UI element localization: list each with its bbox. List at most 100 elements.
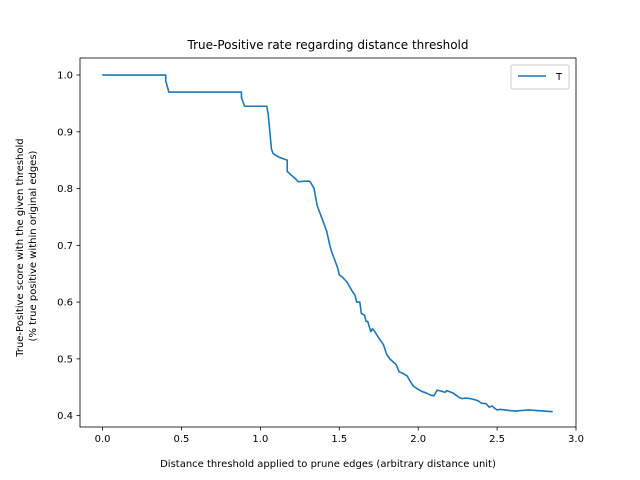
- data-point: [464, 397, 467, 399]
- data-point: [412, 385, 415, 387]
- data-point: [278, 156, 280, 158]
- data-point: [477, 400, 479, 402]
- legend: T: [510, 64, 570, 90]
- data-point: [499, 408, 501, 410]
- data-point: [370, 331, 372, 333]
- y-tick-label: 0.6: [57, 298, 73, 309]
- data-point: [392, 361, 394, 363]
- data-point: [240, 91, 243, 93]
- legend-label: T: [555, 72, 563, 83]
- data-point: [313, 187, 315, 190]
- data-point: [378, 337, 380, 339]
- data-point: [480, 402, 482, 404]
- data-point: [333, 258, 336, 261]
- data-point: [165, 80, 167, 82]
- data-point: [341, 276, 344, 278]
- data-point: [509, 409, 511, 412]
- x-tick-label: 0.0: [95, 434, 111, 445]
- x-tick-label: 1.5: [331, 434, 347, 445]
- data-point: [543, 410, 546, 412]
- data-point: [409, 380, 411, 383]
- data-point: [240, 97, 243, 99]
- data-point: [528, 409, 530, 411]
- data-point: [316, 205, 318, 207]
- data-point: [338, 274, 340, 276]
- y-tick-label: 0.8: [57, 184, 73, 195]
- data-point: [371, 328, 374, 330]
- data-point: [297, 181, 299, 183]
- data-point: [535, 409, 538, 412]
- data-point: [406, 375, 408, 377]
- data-point: [445, 390, 448, 392]
- data-point: [356, 301, 358, 303]
- data-point: [504, 409, 506, 411]
- legend-box: [510, 64, 570, 90]
- data-point: [493, 407, 495, 409]
- data-point: [286, 170, 288, 173]
- data-point: [329, 244, 331, 246]
- data-point: [326, 230, 328, 232]
- y-tick-label: 0.4: [57, 411, 73, 422]
- data-point: [303, 180, 306, 182]
- y-tick-label: 1.0: [57, 71, 73, 82]
- data-point: [168, 91, 170, 93]
- x-tick-label: 0.5: [174, 434, 190, 445]
- data-point: [520, 409, 522, 412]
- data-point: [425, 392, 427, 394]
- data-point: [294, 177, 296, 179]
- data-point: [330, 250, 332, 252]
- y-tick-label: 0.9: [57, 127, 73, 138]
- data-point: [269, 131, 271, 133]
- data-point: [496, 409, 498, 411]
- data-point: [382, 344, 385, 346]
- x-tick-label: 2.0: [410, 434, 426, 445]
- x-tick-label: 1.0: [252, 434, 268, 445]
- data-point: [289, 173, 291, 175]
- data-point: [416, 387, 418, 389]
- data-point: [398, 371, 400, 373]
- data-point: [433, 395, 435, 397]
- data-point: [272, 152, 274, 154]
- data-point: [373, 329, 375, 332]
- data-point: [441, 390, 443, 392]
- data-point: [337, 267, 339, 269]
- data-point: [165, 74, 167, 76]
- data-point: [551, 411, 553, 413]
- data-point: [354, 294, 356, 296]
- data-point: [458, 396, 460, 399]
- chart-title: True-Positive rate regarding distance th…: [187, 38, 469, 52]
- data-point: [172, 91, 175, 93]
- data-point: [401, 372, 404, 374]
- x-axis-label: Distance threshold applied to prune edge…: [160, 459, 496, 470]
- data-point: [363, 314, 366, 316]
- y-axis-label-line-2: (% true positive within original edges): [28, 150, 39, 341]
- x-tick-label: 2.5: [489, 434, 505, 445]
- data-point: [469, 398, 471, 400]
- data-point: [436, 389, 438, 391]
- data-point: [310, 182, 312, 184]
- data-point: [365, 320, 367, 323]
- data-point: [244, 105, 246, 107]
- data-point: [259, 105, 261, 107]
- data-point: [270, 148, 273, 150]
- data-point: [474, 399, 476, 401]
- y-tick-label: 0.5: [57, 354, 73, 365]
- data-point: [288, 172, 290, 174]
- axes-frame: [79, 57, 577, 428]
- data-point: [359, 301, 361, 303]
- data-point: [273, 153, 276, 156]
- data-point: [488, 406, 490, 408]
- data-point: [389, 358, 391, 360]
- y-tick-label: 0.7: [57, 241, 73, 252]
- data-point: [430, 394, 432, 396]
- data-point: [286, 159, 288, 161]
- y-axis-label-line-1: True-Positive score with the given thres…: [15, 138, 26, 357]
- y-axis-label: True-Positive score with the given thres…: [15, 135, 39, 358]
- data-point: [452, 392, 454, 394]
- data-point: [266, 105, 268, 107]
- data-point: [351, 290, 353, 292]
- data-point: [101, 74, 104, 76]
- plot-area: [101, 74, 553, 413]
- data-point: [491, 405, 493, 407]
